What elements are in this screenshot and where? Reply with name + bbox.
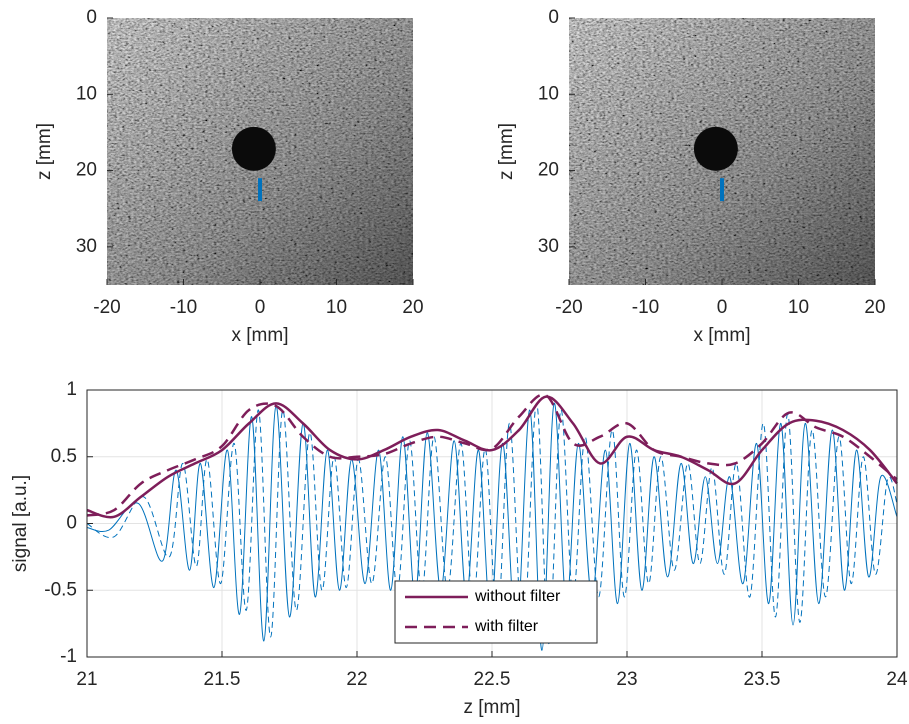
x-tick-label: 0	[717, 297, 728, 318]
x-tick-label: 20	[864, 297, 885, 318]
x-tick-label: 22.5	[474, 669, 511, 690]
x-tick-label: -20	[555, 297, 582, 318]
y-tick-label: 1	[66, 379, 77, 400]
y-tick-label: 30	[538, 236, 559, 257]
legend-label: with filter	[474, 618, 539, 635]
x-axis-label: z [mm]	[464, 697, 521, 718]
y-tick-label: 20	[76, 160, 97, 181]
x-tick-label: 22	[346, 669, 367, 690]
panel: -20 -10 0 10 20 0 10 20 30 x [mm] z [mm]	[496, 7, 886, 346]
y-tick-label: 0	[548, 7, 559, 28]
y-tick-label: -0.5	[44, 579, 77, 600]
x-axis-label: x [mm]	[694, 325, 751, 346]
y-tick-label: 20	[538, 160, 559, 181]
x-axis-label: x [mm]	[232, 325, 289, 346]
x-tick-label: 23.5	[744, 669, 781, 690]
x-tick-label: 21	[76, 669, 97, 690]
x-tick-label: 21.5	[204, 669, 241, 690]
panel: -20 -10 0 10 20 0 10 20 30 x [mm] z [mm]	[34, 7, 424, 346]
vessel	[693, 126, 738, 171]
series-line	[86, 393, 898, 517]
x-tick-label: 20	[402, 297, 423, 318]
x-tick-label: -10	[632, 297, 659, 318]
panel: 21 21.5 22 22.5 23 23.5 24 -1 -0.5 0 0.5 1 z [mm] sig…	[10, 379, 908, 718]
x-tick-label: 24	[886, 669, 908, 690]
y-axis-label: signal [a.u.]	[10, 475, 31, 572]
y-tick-label: -1	[60, 646, 77, 667]
x-tick-label: -20	[93, 297, 120, 318]
x-tick-label: 10	[326, 297, 347, 318]
y-tick-label: 10	[76, 83, 97, 104]
y-tick-label: 0	[66, 513, 77, 534]
x-tick-label: 23	[616, 669, 637, 690]
y-tick-label: 10	[538, 83, 559, 104]
y-axis-label: z [mm]	[496, 123, 517, 180]
y-tick-label: 0.5	[51, 446, 77, 467]
legend: without filter with filter	[394, 580, 598, 644]
x-tick-label: -10	[170, 297, 197, 318]
vessel	[231, 126, 276, 171]
y-axis-label: z [mm]	[34, 123, 55, 180]
series-line	[86, 395, 898, 519]
x-tick-label: 0	[255, 297, 266, 318]
x-tick-label: 10	[788, 297, 809, 318]
legend-label: without filter	[474, 588, 561, 605]
y-tick-label: 0	[86, 7, 97, 28]
y-tick-label: 30	[76, 236, 97, 257]
legend-box	[394, 580, 598, 644]
